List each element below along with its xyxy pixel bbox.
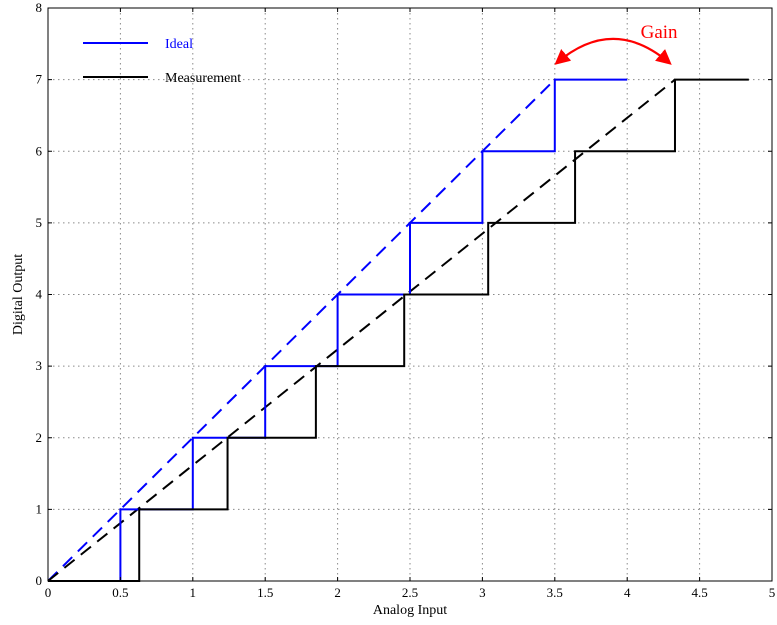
legend: Ideal Measurement	[83, 37, 241, 86]
x-tick-label: 2.5	[402, 585, 418, 600]
y-tick-label: 8	[36, 0, 43, 15]
gain-annotation: Gain	[557, 22, 678, 63]
legend-label-ideal: Ideal	[165, 37, 193, 52]
y-tick-label: 7	[36, 72, 43, 87]
legend-label-measurement: Measurement	[165, 71, 241, 86]
series-ideal-line	[48, 80, 627, 581]
reference-lines	[48, 80, 675, 581]
x-tick-label: 1	[190, 585, 197, 600]
y-tick-label: 1	[36, 501, 43, 516]
x-tick-label: 5	[769, 585, 776, 600]
y-tick-label: 3	[36, 358, 43, 373]
x-tick-label: 0	[45, 585, 52, 600]
x-tick-label: 4.5	[691, 585, 707, 600]
y-tick-label: 5	[36, 215, 43, 230]
x-axis-title: Analog Input	[373, 603, 447, 618]
y-tick-label: 6	[36, 143, 43, 158]
x-tick-label: 1.5	[257, 585, 273, 600]
y-tick-label: 0	[36, 573, 43, 588]
x-tick-label: 3	[479, 585, 486, 600]
y-tick-label: 4	[36, 287, 43, 302]
reference-line-1	[48, 80, 675, 581]
reference-line-0	[48, 80, 555, 581]
x-tick-label: 4	[624, 585, 631, 600]
gain-label: Gain	[641, 22, 678, 43]
x-tick-label: 0.5	[112, 585, 128, 600]
series	[48, 80, 749, 581]
y-tick-label: 2	[36, 430, 43, 445]
series-measurement-line	[48, 80, 749, 581]
y-axis-title: Digital Output	[11, 254, 26, 335]
x-tick-label: 3.5	[547, 585, 563, 600]
x-tick-label: 2	[334, 585, 341, 600]
